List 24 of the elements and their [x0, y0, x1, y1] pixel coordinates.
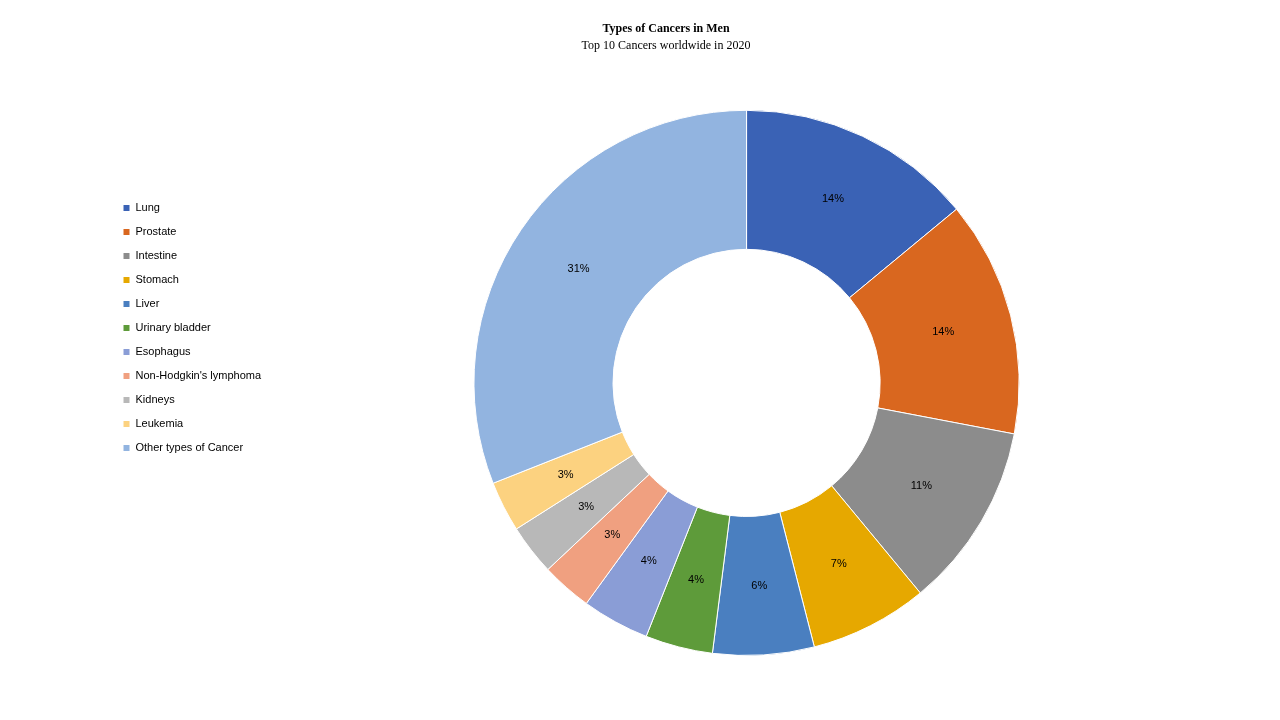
- data-label: 6%: [751, 578, 768, 591]
- legend-label: Lung: [135, 201, 160, 214]
- data-label: 4%: [688, 572, 705, 585]
- legend-label: Stomach: [135, 273, 179, 286]
- legend-label: Intestine: [135, 249, 178, 262]
- data-label: 4%: [640, 553, 657, 566]
- data-label: 14%: [932, 325, 955, 338]
- legend-label: Leukemia: [135, 417, 185, 430]
- legend-label: Liver: [135, 297, 160, 310]
- data-label: 3%: [604, 528, 621, 541]
- chart-title: Types of Cancers in Men: [602, 21, 730, 36]
- data-label: 3%: [578, 500, 595, 513]
- legend-label: Prostate: [135, 225, 177, 238]
- legend-label: Other types of Cancer: [135, 441, 244, 454]
- legend-label: Esophagus: [135, 345, 192, 358]
- data-label: 7%: [830, 556, 847, 569]
- data-label: 31%: [567, 261, 590, 274]
- data-label: 14%: [822, 192, 845, 205]
- legend-label: Urinary bladder: [135, 321, 212, 334]
- data-label: 3%: [557, 468, 574, 481]
- chart-subtitle: Top 10 Cancers worldwide in 2020: [581, 37, 751, 52]
- data-label: 11%: [910, 479, 933, 492]
- legend-label: Non-Hodgkin's lymphoma: [135, 369, 262, 382]
- legend-label: Kidneys: [135, 393, 176, 406]
